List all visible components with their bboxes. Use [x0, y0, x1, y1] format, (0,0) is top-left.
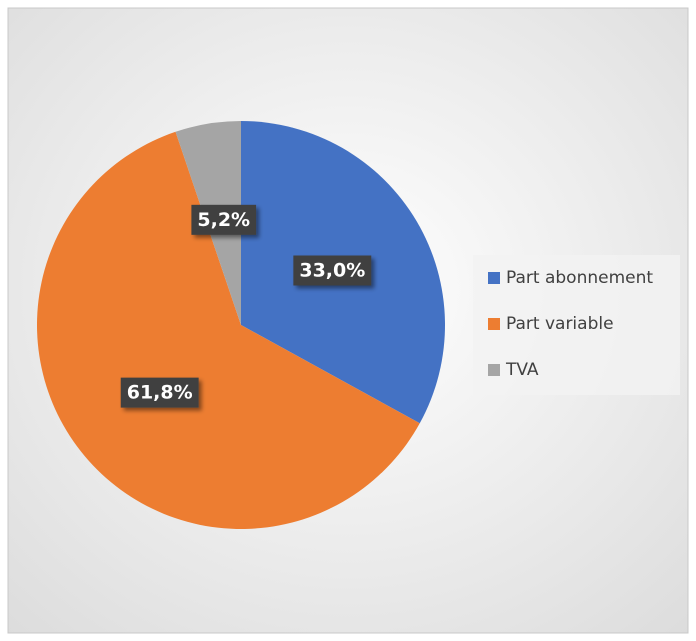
- legend-swatch: [488, 318, 500, 330]
- data-label-box: [120, 377, 199, 408]
- legend-label: Part abonnement: [506, 268, 653, 288]
- data-label: 61,8%: [127, 382, 193, 404]
- data-label: 33,0%: [299, 260, 365, 282]
- legend-swatch: [488, 272, 500, 284]
- data-label-box: [293, 255, 372, 286]
- data-labels: 33,0% 61,8% 5,2%: [120, 204, 372, 408]
- legend-label: Part variable: [506, 314, 614, 334]
- legend-box: [473, 255, 680, 395]
- pie-slice: [37, 131, 420, 530]
- legend-label: TVA: [505, 360, 539, 380]
- legend: Part abonnement Part variable TVA: [488, 268, 653, 380]
- data-label-box: [191, 204, 257, 235]
- data-label: 5,2%: [197, 209, 250, 231]
- pie: [37, 121, 445, 530]
- legend-swatch: [488, 364, 500, 376]
